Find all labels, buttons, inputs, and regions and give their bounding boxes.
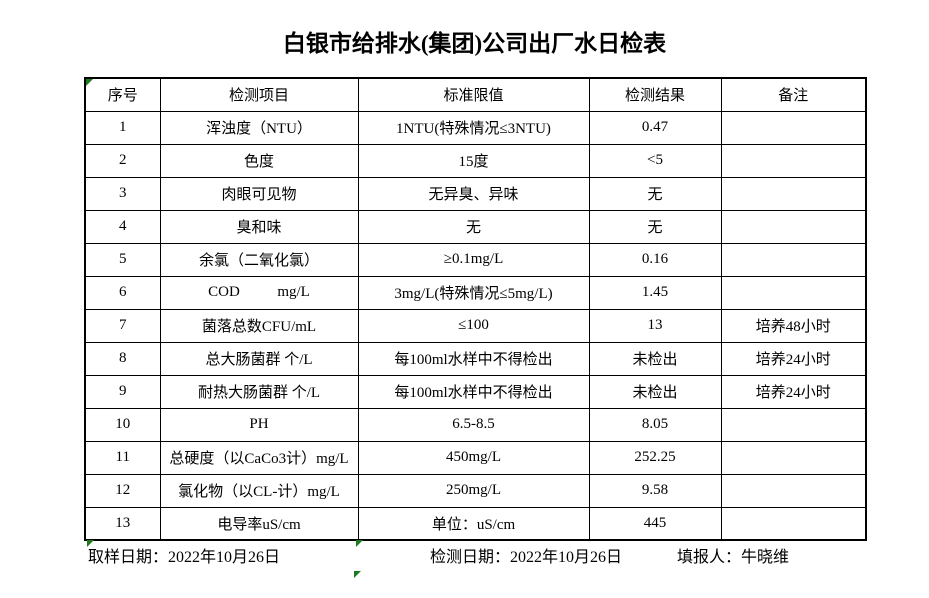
table-cell: <5 xyxy=(588,143,722,178)
row-number-cell: 13 xyxy=(84,506,161,541)
table-row: 10 PH 6.5-8.5 8.05 xyxy=(84,407,867,442)
sampling-date-label: 取样日期：2022年10月26日 xyxy=(88,549,281,566)
table-cell: 无 xyxy=(588,176,722,211)
row-number-cell: 11 xyxy=(84,440,161,475)
table-row: 9 耐热大肠菌群 个/L 每100ml水样中不得检出 未检出 培养24小时 xyxy=(84,374,867,409)
table-row: 4 臭和味无无 xyxy=(84,209,867,244)
table-cell: 氯化物（以CL-计）mg/L xyxy=(159,473,359,508)
table-cell: 臭和味 xyxy=(159,209,359,244)
table-cell: 无 xyxy=(588,209,722,244)
table-cell xyxy=(720,176,867,211)
table-cell: 无 xyxy=(357,209,590,244)
reporter-label: 填报人：牛晓维 xyxy=(677,549,790,566)
header-cell: 备注 xyxy=(720,77,867,112)
table-cell: ≤100 xyxy=(357,308,590,343)
table-row: 7 菌落总数CFU/mL ≤100 13 培养48小时 xyxy=(84,308,867,343)
table-cell: 单位：uS/cm xyxy=(357,506,590,541)
table-cell xyxy=(720,407,867,442)
cell-error-marker-icon xyxy=(86,79,93,86)
header-cell: 序号 xyxy=(84,77,161,112)
table-cell: 252.25 xyxy=(588,440,722,475)
table-cell: 8.05 xyxy=(588,407,722,442)
table-cell: 445 xyxy=(588,506,722,541)
water-quality-table: 序号 检测项目 标准限值 检测结果 备注 1 浑浊度（NTU） 1NTU(特殊情况≤3NTU… xyxy=(84,77,867,541)
table-cell: 6.5-8.5 xyxy=(357,407,590,442)
table-cell: 总大肠菌群 个/L xyxy=(159,341,359,376)
table-cell xyxy=(720,110,867,145)
table-cell: 菌落总数CFU/mL xyxy=(159,308,359,343)
table-cell: 0.16 xyxy=(588,242,722,277)
table-cell: COD mg/L xyxy=(159,275,359,310)
row-number-cell: 4 xyxy=(84,209,161,244)
table-cell: ≥0.1mg/L xyxy=(357,242,590,277)
table-cell: 色度 xyxy=(159,143,359,178)
row-number-cell: 9 xyxy=(84,374,161,409)
table-cell xyxy=(720,242,867,277)
table-cell: 3mg/L(特殊情况≤5mg/L) xyxy=(357,275,590,310)
cell-error-marker-icon xyxy=(354,571,361,578)
row-number-cell: 5 xyxy=(84,242,161,277)
row-number-cell: 8 xyxy=(84,341,161,376)
table-cell: 450mg/L xyxy=(357,440,590,475)
table-row: 6 COD mg/L 3mg/L(特殊情况≤5mg/L) 1.45 xyxy=(84,275,867,310)
table-row: 13 电导率uS/cm 单位：uS/cm 445 xyxy=(84,506,867,541)
table-cell: 培养24小时 xyxy=(720,374,867,409)
table-cell: 培养48小时 xyxy=(720,308,867,343)
table-cell: 9.58 xyxy=(588,473,722,508)
header-cell: 标准限值 xyxy=(357,77,590,112)
header-row: 序号 检测项目 标准限值 检测结果 备注 xyxy=(84,77,867,112)
table-row: 11 总硬度（以CaCo3计）mg/L 450mg/L 252.25 xyxy=(84,440,867,475)
header-cell: 检测项目 xyxy=(159,77,359,112)
table-cell: 每100ml水样中不得检出 xyxy=(357,374,590,409)
table-cell: 总硬度（以CaCo3计）mg/L xyxy=(159,440,359,475)
table-cell: 电导率uS/cm xyxy=(159,506,359,541)
table-row: 8 总大肠菌群 个/L 每100ml水样中不得检出 未检出 培养24小时 xyxy=(84,341,867,376)
table-row: 3 肉眼可见物 无异臭、异味无 xyxy=(84,176,867,211)
table-cell: 无异臭、异味 xyxy=(357,176,590,211)
row-number-cell: 3 xyxy=(84,176,161,211)
table-cell: 每100ml水样中不得检出 xyxy=(357,341,590,376)
table-cell: 余氯（二氧化氯） xyxy=(159,242,359,277)
row-number-cell: 6 xyxy=(84,275,161,310)
table-cell: 未检出 xyxy=(588,341,722,376)
page-title: 白银市给排水(集团)公司出厂水日检表 xyxy=(282,31,667,56)
row-number-cell: 1 xyxy=(84,110,161,145)
table-cell xyxy=(720,506,867,541)
cell-error-marker-icon xyxy=(87,540,94,547)
table-cell: 15度 xyxy=(357,143,590,178)
cell-error-marker-icon xyxy=(356,540,363,547)
table-cell: 13 xyxy=(588,308,722,343)
table-row: 12 氯化物（以CL-计）mg/L 250mg/L 9.58 xyxy=(84,473,867,508)
table-cell xyxy=(720,209,867,244)
table-cell: 培养24小时 xyxy=(720,341,867,376)
header-cell: 检测结果 xyxy=(588,77,722,112)
table-row: 1 浑浊度（NTU） 1NTU(特殊情况≤3NTU) 0.47 xyxy=(84,110,867,145)
row-number-cell: 10 xyxy=(84,407,161,442)
table-cell: 浑浊度（NTU） xyxy=(159,110,359,145)
table-cell xyxy=(720,275,867,310)
table-cell: 未检出 xyxy=(588,374,722,409)
table-cell xyxy=(720,440,867,475)
test-date-label: 检测日期：2022年10月26日 xyxy=(430,549,623,566)
table-cell: 1.45 xyxy=(588,275,722,310)
table-cell xyxy=(720,143,867,178)
table-row: 5 余氯（二氧化氯） ≥0.1mg/L 0.16 xyxy=(84,242,867,277)
table-cell: 肉眼可见物 xyxy=(159,176,359,211)
table-cell: 250mg/L xyxy=(357,473,590,508)
row-number-cell: 7 xyxy=(84,308,161,343)
row-number-cell: 2 xyxy=(84,143,161,178)
table-cell: 0.47 xyxy=(588,110,722,145)
table-cell xyxy=(720,473,867,508)
table-row: 2 色度 15度 <5 xyxy=(84,143,867,178)
table-cell: PH xyxy=(159,407,359,442)
table-cell: 1NTU(特殊情况≤3NTU) xyxy=(357,110,590,145)
table-cell: 耐热大肠菌群 个/L xyxy=(159,374,359,409)
row-number-cell: 12 xyxy=(84,473,161,508)
